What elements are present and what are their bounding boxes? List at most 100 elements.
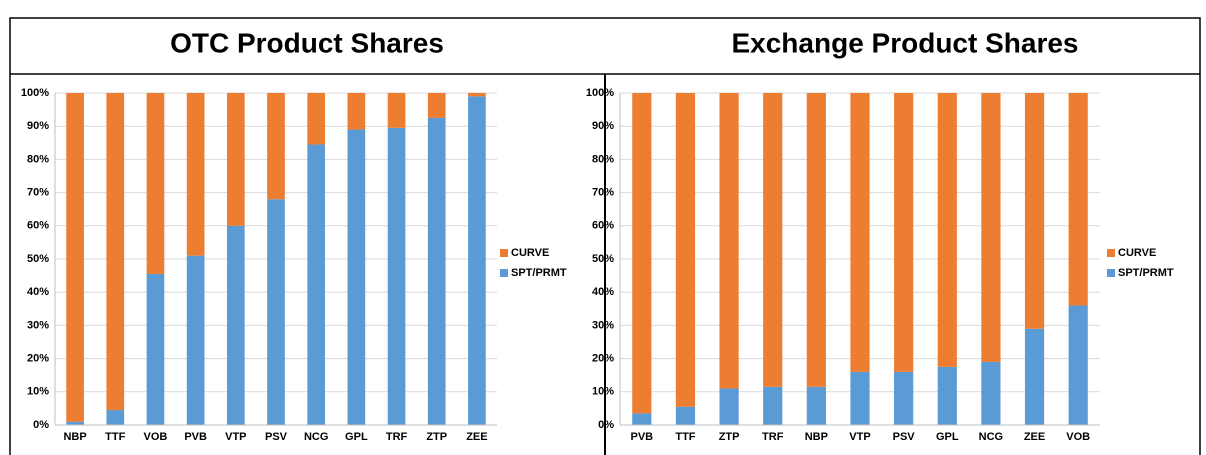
x-tick-label: VTP [225,431,246,443]
legend-label: CURVE [511,247,549,259]
bar-segment [146,93,165,274]
x-tick-label: ZTP [426,431,447,443]
bar-segment [387,93,406,128]
legend-swatch [1107,249,1115,257]
bar-segment [468,93,486,97]
bar-segment [106,93,125,411]
bar-segment [763,386,783,425]
bar-segment [66,421,84,425]
chart-title: OTC Product Shares [170,27,444,58]
y-tick-label: 100% [21,87,49,99]
x-tick-label: PSV [265,431,288,443]
bar-segment [894,371,914,425]
x-tick-label: PVB [184,431,207,443]
bar-segment [850,93,870,372]
bar-segment [719,93,739,389]
bar-segment [981,93,1001,362]
x-tick-label: ZTP [719,431,740,443]
legend-swatch [500,269,508,277]
bar-segment [347,129,366,425]
bar-segment [307,144,326,425]
frame [9,17,1201,455]
bar-segment [1024,93,1045,329]
bar-segment [850,371,870,425]
x-tick-label: PVB [631,431,654,443]
y-tick-label: 50% [27,253,49,265]
y-tick-label: 40% [27,286,49,298]
y-tick-label: 10% [592,386,614,398]
y-tick-label: 90% [27,120,49,132]
x-tick-label: NBP [805,431,828,443]
x-tick-label: TRF [762,431,784,443]
x-tick-label: NCG [304,431,328,443]
y-tick-label: 0% [33,419,49,431]
legend-swatch [1107,269,1115,277]
x-tick-label: NCG [979,431,1003,443]
bar-segment [806,93,826,387]
bar-segment [1024,328,1045,425]
y-tick-label: 80% [27,153,49,165]
bar-segment [763,93,783,387]
bar-segment [267,93,285,200]
bar-segment [675,93,696,407]
y-tick-label: 60% [27,220,49,232]
y-tick-label: 20% [592,353,614,365]
bar-segment [675,406,696,425]
bar-segment [347,93,366,130]
x-tick-label: VOB [1066,431,1090,443]
bar-segment [66,93,84,422]
y-tick-label: 90% [592,120,614,132]
bar-segment [937,93,957,367]
bar-segment [106,410,125,425]
y-tick-label: 80% [592,153,614,165]
legend-swatch [500,249,508,257]
x-tick-label: VOB [144,431,168,443]
bar-segment [981,361,1001,425]
bar-segment [719,388,739,425]
bar-segment [146,273,165,425]
bar-segment [1068,305,1088,425]
bar-segment [468,96,486,425]
bar-segment [186,93,205,256]
bar-segment [806,386,826,425]
bar-segment [267,199,285,425]
legend-label: SPT/PRMT [1118,267,1174,279]
x-tick-label: GPL [936,431,959,443]
x-tick-label: ZEE [1024,431,1045,443]
y-tick-label: 40% [592,286,614,298]
y-tick-label: 0% [598,419,614,431]
y-tick-label: 100% [586,87,614,99]
legend-label: SPT/PRMT [511,267,567,279]
bar-segment [427,117,446,426]
y-tick-label: 50% [592,253,614,265]
bar-segment [307,93,326,145]
legend-label: CURVE [1118,247,1156,259]
y-tick-label: 20% [27,353,49,365]
bar-segment [632,413,652,425]
bar-segment [1068,93,1088,306]
y-tick-label: 30% [27,319,49,331]
y-tick-label: 60% [592,220,614,232]
x-tick-label: NBP [63,431,86,443]
y-tick-label: 30% [592,319,614,331]
x-tick-label: ZEE [466,431,487,443]
y-tick-label: 70% [27,187,49,199]
bar-segment [387,127,406,426]
x-tick-label: TTF [105,431,125,443]
x-tick-label: TTF [675,431,695,443]
x-tick-label: GPL [345,431,368,443]
y-tick-label: 10% [27,386,49,398]
bar-segment [427,93,446,118]
x-tick-label: TRF [386,431,408,443]
bar-segment [226,93,245,226]
bar-segment [632,93,652,414]
x-tick-label: VTP [849,431,870,443]
bar-segment [186,255,205,425]
bar-segment [937,366,957,425]
chart-title: Exchange Product Shares [731,27,1078,58]
bar-segment [894,93,914,372]
y-tick-label: 70% [592,187,614,199]
x-tick-label: PSV [893,431,916,443]
